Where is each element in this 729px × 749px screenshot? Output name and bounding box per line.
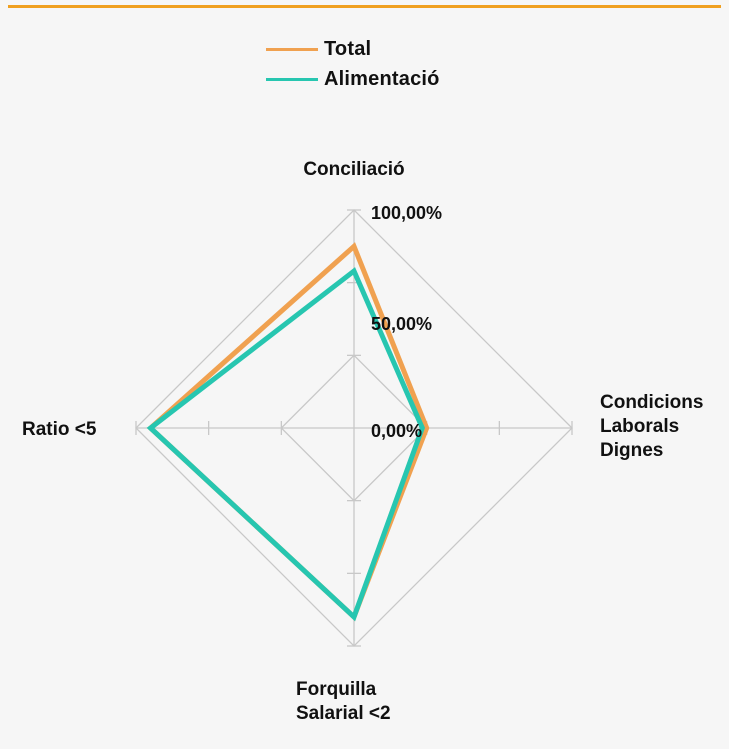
- axis-label: Laborals: [600, 416, 679, 437]
- top-accent-rule: [8, 5, 721, 8]
- axis-label: Salarial <2: [296, 703, 391, 724]
- axis-label: Ratio <5: [22, 419, 97, 440]
- tick-label: 100,00%: [371, 203, 442, 223]
- legend-swatch-alimentacio: [266, 77, 318, 81]
- axis-label: Dignes: [600, 440, 663, 461]
- legend: Total Alimentació: [266, 34, 440, 94]
- legend-label-alimentacio: Alimentació: [324, 67, 440, 90]
- legend-swatch-total: [266, 47, 318, 51]
- axis-label: Conciliació: [303, 159, 404, 180]
- axis-label: Forquilla: [296, 679, 377, 700]
- legend-item-alimentacio: Alimentació: [266, 64, 440, 94]
- legend-item-total: Total: [266, 34, 440, 64]
- series-line-alimentacio: [146, 267, 425, 622]
- tick-label: 0,00%: [371, 421, 422, 441]
- legend-label-total: Total: [324, 37, 372, 60]
- tick-label: 50,00%: [371, 314, 432, 334]
- axis-label: Condicions: [600, 392, 703, 413]
